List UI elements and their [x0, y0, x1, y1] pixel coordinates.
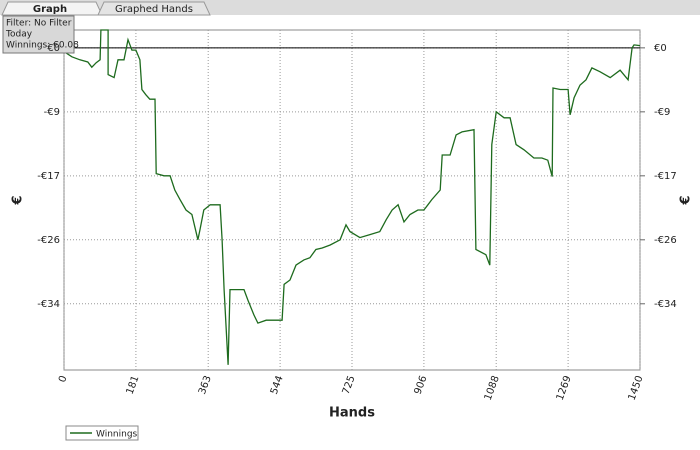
- info-text: Today: [5, 30, 33, 40]
- y-axis-label: €: [11, 195, 26, 205]
- tab-hands[interactable]: [97, 1, 211, 16]
- y-tick-label: -€34: [37, 299, 60, 310]
- y2-tick-label: €0: [654, 43, 667, 54]
- x-tick-label: 1088: [483, 374, 502, 402]
- x-tick-label: 725: [341, 374, 358, 396]
- info-box: [2, 15, 75, 54]
- legend: [65, 425, 139, 441]
- y-tick-label: -€9: [44, 107, 60, 118]
- y2-tick-label: -€17: [654, 171, 677, 182]
- y-tick-label: €0: [47, 43, 60, 54]
- y2-tick-label: -€34: [654, 299, 677, 310]
- y-tick-label: -€17: [37, 171, 60, 182]
- y2-tick-label: -€9: [654, 107, 670, 118]
- tab-label[interactable]: Graph: [33, 4, 67, 15]
- x-tick-label: 1450: [627, 374, 646, 402]
- legend-label: Winnings: [96, 430, 138, 440]
- info-text: Winnings: €0.08: [6, 41, 79, 51]
- y2-tick-label: -€26: [654, 235, 677, 246]
- x-axis-label: Hands: [329, 406, 375, 421]
- line-series: [63, 29, 641, 365]
- info-text: Filter: No Filter: [6, 19, 72, 29]
- x-tick-label: 1269: [555, 374, 574, 402]
- y2-axis-label: €: [679, 195, 694, 205]
- tab-label[interactable]: Graphed Hands: [115, 4, 193, 15]
- y-tick-label: -€26: [37, 235, 60, 246]
- x-tick-label: 544: [269, 374, 286, 396]
- x-tick-label: 181: [125, 374, 142, 396]
- x-tick-label: 0: [57, 374, 70, 384]
- tab-graph[interactable]: [1, 1, 103, 16]
- x-tick-label: 363: [197, 374, 214, 396]
- x-tick-label: 906: [413, 374, 430, 396]
